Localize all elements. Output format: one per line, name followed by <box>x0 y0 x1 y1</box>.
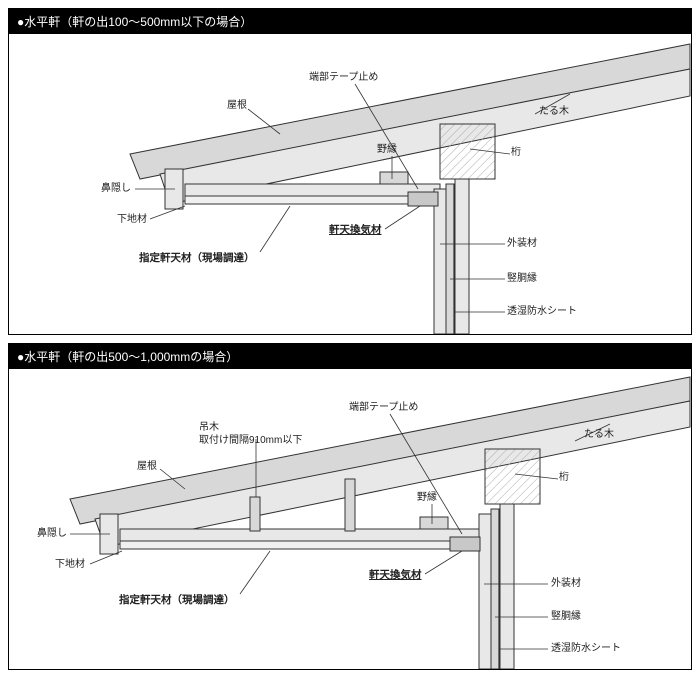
p2-nokiten: 軒天換気材 <box>369 569 422 582</box>
p1-tatedo: 竪胴縁 <box>507 273 537 285</box>
p2-keta: 桁 <box>559 472 569 484</box>
p1-nokiten: 軒天換気材 <box>329 224 382 237</box>
panel2-diagram <box>9 369 691 669</box>
p1-shitaji: 下地材 <box>117 214 147 226</box>
p2-hanakakushi: 鼻隠し <box>37 528 67 540</box>
p1-shitei: 指定軒天材（現場調達） <box>139 252 255 265</box>
p1-taruki: たる木 <box>539 106 569 118</box>
p1-hanakakushi: 鼻隠し <box>101 183 131 195</box>
p2-yane: 屋根 <box>137 461 157 473</box>
p1-keta: 桁 <box>511 147 521 159</box>
p2-tatedo: 竪胴縁 <box>551 611 581 623</box>
p2-shitaji: 下地材 <box>55 559 85 571</box>
p2-shitei: 指定軒天材（現場調達） <box>119 594 235 607</box>
panel1-body: 端部テープ止め 屋根 たる木 桁 野縁 鼻隠し 下地材 軒天換気材 指定軒天材（… <box>9 34 691 334</box>
p2-tape: 端部テープ止め <box>349 402 418 414</box>
p2-toshitsu: 透湿防水シート <box>551 643 621 655</box>
panel2-header: ●水平軒（軒の出500～1,000mmの場合） <box>9 344 691 369</box>
p1-tape: 端部テープ止め <box>309 72 378 84</box>
p2-tsuriki-sub: 取付け間隔910mm以下 <box>199 435 302 447</box>
panel1-header: ●水平軒（軒の出100～500mm以下の場合） <box>9 9 691 34</box>
p2-tsuriki: 吊木 <box>199 422 219 434</box>
p1-nobuchi: 野縁 <box>377 144 397 156</box>
p1-toshitsu: 透湿防水シート <box>507 306 577 318</box>
p2-taruki: たる木 <box>584 429 614 441</box>
p2-gaiso: 外装材 <box>551 578 581 590</box>
panel-eaves-long: ●水平軒（軒の出500～1,000mmの場合） <box>8 343 692 670</box>
panel-eaves-short: ●水平軒（軒の出100～500mm以下の場合） <box>8 8 692 335</box>
p2-nobuchi: 野縁 <box>417 492 437 504</box>
p1-gaiso: 外装材 <box>507 238 537 250</box>
p1-yane: 屋根 <box>227 100 247 112</box>
panel2-body: 端部テープ止め 吊木 取付け間隔910mm以下 屋根 たる木 桁 野縁 鼻隠し … <box>9 369 691 669</box>
